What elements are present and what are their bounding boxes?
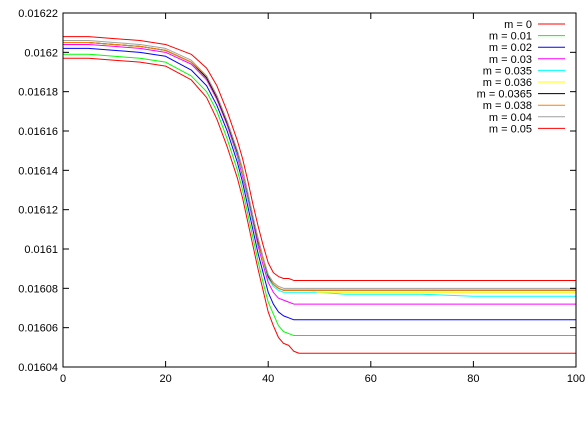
x-tick-label: 0 (60, 373, 66, 385)
y-tick-label: 0.01616 (18, 126, 58, 138)
series-line-8 (63, 40, 576, 289)
y-tick-label: 0.01614 (18, 165, 58, 177)
series-line-2 (63, 47, 576, 321)
series-line-0 (63, 57, 576, 354)
plot-frame (62, 12, 577, 368)
y-tick-label: 0.01608 (18, 283, 58, 295)
x-tick-label: 60 (365, 373, 377, 385)
x-tick-label: 20 (159, 373, 171, 385)
legend-label: m = 0.036 (483, 77, 532, 89)
legend-label: m = 0.02 (489, 42, 532, 54)
series-line-9 (63, 36, 576, 281)
y-tick-label: 0.01618 (18, 87, 58, 99)
y-tick-label: 0.01606 (18, 323, 58, 335)
y-tick-label: 0.01622 (18, 8, 58, 20)
legend-label: m = 0.035 (483, 65, 532, 77)
y-tick-label: 0.0162 (24, 47, 58, 59)
legend-label: m = 0.01 (489, 31, 532, 43)
series-line-1 (63, 53, 576, 337)
y-tick-label: 0.0161 (24, 244, 58, 256)
legend-label: m = 0.05 (489, 123, 532, 135)
x-tick-label: 100 (567, 373, 585, 385)
legend-label: m = 0.03 (489, 54, 532, 66)
legend: m = 0m = 0.01m = 0.02m = 0.03m = 0.035m … (477, 19, 565, 135)
series-layer (63, 36, 576, 354)
legend-label: m = 0.0365 (477, 89, 532, 101)
legend-label: m = 0 (504, 19, 532, 31)
legend-label: m = 0.038 (483, 100, 532, 112)
x-tick-label: 80 (467, 373, 479, 385)
legend-label: m = 0.04 (489, 112, 532, 124)
y-tick-label: 0.01612 (18, 205, 58, 217)
axis-layer: 0 20 40 60 80 100 0.01604 0.01606 0.01608 0.0161 0… (18, 8, 585, 385)
series-line-3 (63, 43, 576, 305)
x-tick-label: 40 (262, 373, 274, 385)
y-tick-label: 0.01604 (18, 362, 58, 374)
